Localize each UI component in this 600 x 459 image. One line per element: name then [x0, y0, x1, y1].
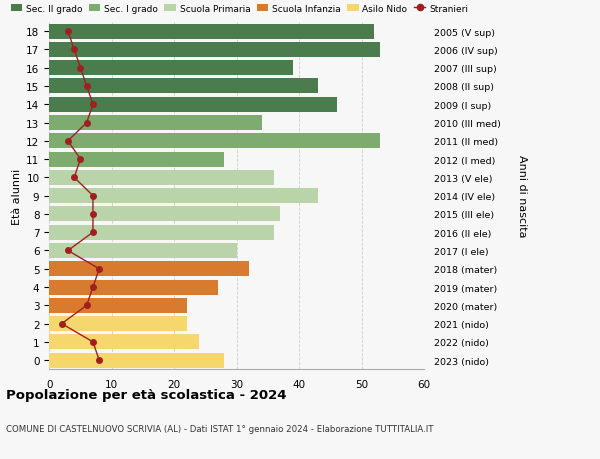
Bar [49, 43, 380, 58]
Legend: Sec. II grado, Sec. I grado, Scuola Primaria, Scuola Infanzia, Asilo Nido, Stran: Sec. II grado, Sec. I grado, Scuola Prim… [11, 5, 468, 13]
Bar [49, 280, 218, 295]
Bar [49, 298, 187, 313]
Bar [49, 25, 374, 39]
Bar [49, 335, 199, 350]
Bar [49, 170, 274, 185]
Bar [49, 61, 293, 76]
Bar [49, 316, 187, 331]
Text: Popolazione per età scolastica - 2024: Popolazione per età scolastica - 2024 [6, 388, 287, 401]
Bar [49, 152, 224, 167]
Bar [49, 262, 249, 277]
Bar [49, 353, 224, 368]
Bar [49, 225, 274, 240]
Bar [49, 98, 337, 112]
Bar [49, 134, 380, 149]
Text: COMUNE DI CASTELNUOVO SCRIVIA (AL) - Dati ISTAT 1° gennaio 2024 - Elaborazione T: COMUNE DI CASTELNUOVO SCRIVIA (AL) - Dat… [6, 425, 433, 434]
Y-axis label: Età alunni: Età alunni [12, 168, 22, 224]
Bar [49, 207, 280, 222]
Bar [49, 243, 236, 258]
Bar [49, 116, 262, 131]
Y-axis label: Anni di nascita: Anni di nascita [517, 155, 527, 237]
Bar [49, 79, 318, 94]
Bar [49, 189, 318, 204]
